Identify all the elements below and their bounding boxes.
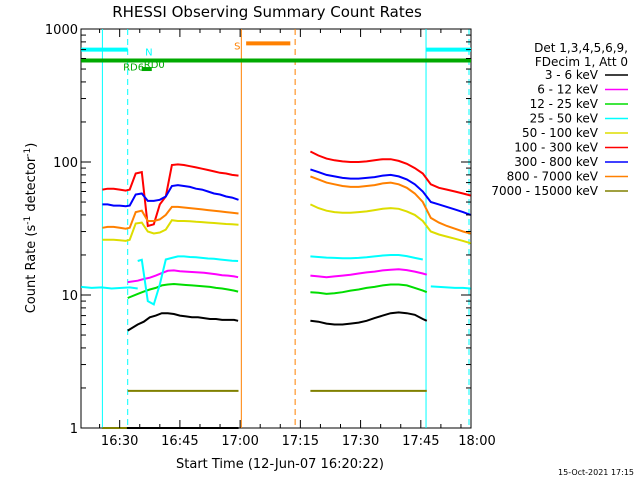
x-axis-label: Start Time (12-Jun-07 16:20:22) (176, 457, 384, 472)
chart-title: RHESSI Observing Summary Count Rates (112, 3, 422, 21)
x-axis: 16:30 16:45 17:00 17:15 17:30 17:45 18:00 (99, 29, 496, 449)
legend-label-25-50-kev: 25 - 50 keV (530, 112, 599, 126)
legend-header-line-1: Det 1,3,4,5,6,9, (534, 41, 628, 55)
x-tick-label-17-15: 17:15 (282, 434, 319, 449)
series-100-300-kev (102, 150, 471, 228)
y-tick-label-10: 10 (61, 289, 78, 304)
series-12-25-kev (127, 282, 428, 299)
x-tick-label-16-45: 16:45 (161, 434, 198, 449)
flag-label-rd0: RD0 (144, 60, 165, 71)
series-300-800-kev-segment-2 (310, 168, 471, 216)
legend-label-6-12-kev: 6 - 12 keV (537, 83, 599, 97)
flag-rd0: RD0 (141, 60, 165, 72)
series-6-12-kev-segment-2 (310, 268, 428, 279)
time-markers (101, 29, 470, 428)
series-25-50-kev (81, 254, 471, 306)
y-tick-label-1: 1 (70, 422, 78, 437)
flag-rd6: RD6 (81, 58, 471, 73)
legend: Det 1,3,4,5,6,9,FDecim 1, Att 03 - 6 keV… (491, 41, 628, 198)
series-layer (81, 150, 471, 429)
attenuator-flags: N S RD6 RD0 (81, 41, 471, 73)
series-800-7000-kev-segment-2 (310, 175, 471, 235)
series-300-800-kev-segment-1 (102, 184, 239, 208)
series-800-7000-kev (102, 175, 471, 235)
x-tick-label-17-45: 17:45 (402, 434, 439, 449)
flag-label-n: N (145, 48, 152, 59)
series-100-300-kev-segment-1 (102, 163, 239, 228)
series-3-6-kev-segment-3 (310, 311, 428, 326)
y-axis-label: Count Rate (s-1 detector-1) (23, 143, 39, 314)
series-25-50-kev-segment-1 (81, 285, 138, 290)
series-7000-15000-kev (102, 389, 427, 429)
legend-label-12-25-kev: 12 - 25 keV (530, 97, 599, 111)
y-tick-label-1000: 1000 (45, 23, 78, 38)
series-3-6-kev-segment-2 (127, 312, 239, 332)
flag-n: N (81, 47, 471, 59)
legend-label-3-6-kev: 3 - 6 keV (545, 68, 599, 82)
flag-label-s: S (234, 41, 240, 52)
series-25-50-kev-segment-4 (430, 285, 471, 290)
x-tick-label-16-30: 16:30 (101, 434, 138, 449)
x-tick-label-17-00: 17:00 (221, 434, 258, 449)
series-100-300-kev-segment-2 (309, 150, 471, 197)
series-800-7000-kev-segment-1 (102, 205, 239, 230)
series-12-25-kev-segment-1 (127, 282, 239, 299)
series-50-100-kev-segment-2 (309, 203, 471, 245)
legend-header-line-2: FDecim 1, Att 0 (535, 55, 628, 69)
series-25-50-kev-segment-2 (137, 255, 239, 306)
plot-area (80, 28, 472, 429)
series-6-12-kev-segment-1 (127, 269, 239, 284)
legend-label-800-7000-kev: 800 - 7000 keV (507, 170, 599, 184)
x-tick-label-17-30: 17:30 (342, 434, 379, 449)
series-25-50-kev-segment-3 (310, 254, 423, 261)
series-6-12-kev (127, 268, 428, 284)
flag-label-rd6: RD6 (123, 62, 144, 73)
y-tick-label-100: 100 (53, 156, 78, 171)
x-tick-label-18-00: 18:00 (458, 434, 495, 449)
y-axis: 1 10 100 1000 (45, 23, 471, 437)
flag-s: S (234, 41, 291, 52)
legend-label-50-100-kev: 50 - 100 keV (522, 126, 599, 140)
series-300-800-kev (102, 168, 471, 216)
series-12-25-kev-segment-2 (310, 283, 428, 295)
series-50-100-kev-segment-1 (102, 219, 239, 242)
legend-label-100-300-kev: 100 - 300 keV (514, 141, 598, 155)
legend-label-7000-15000-kev: 7000 - 15000 keV (491, 184, 598, 198)
series-50-100-kev (102, 203, 471, 245)
legend-label-300-800-kev: 300 - 800 keV (514, 155, 598, 169)
plot-frame (80, 28, 472, 429)
plot-timestamp: 15-Oct-2021 17:15 (558, 468, 634, 477)
